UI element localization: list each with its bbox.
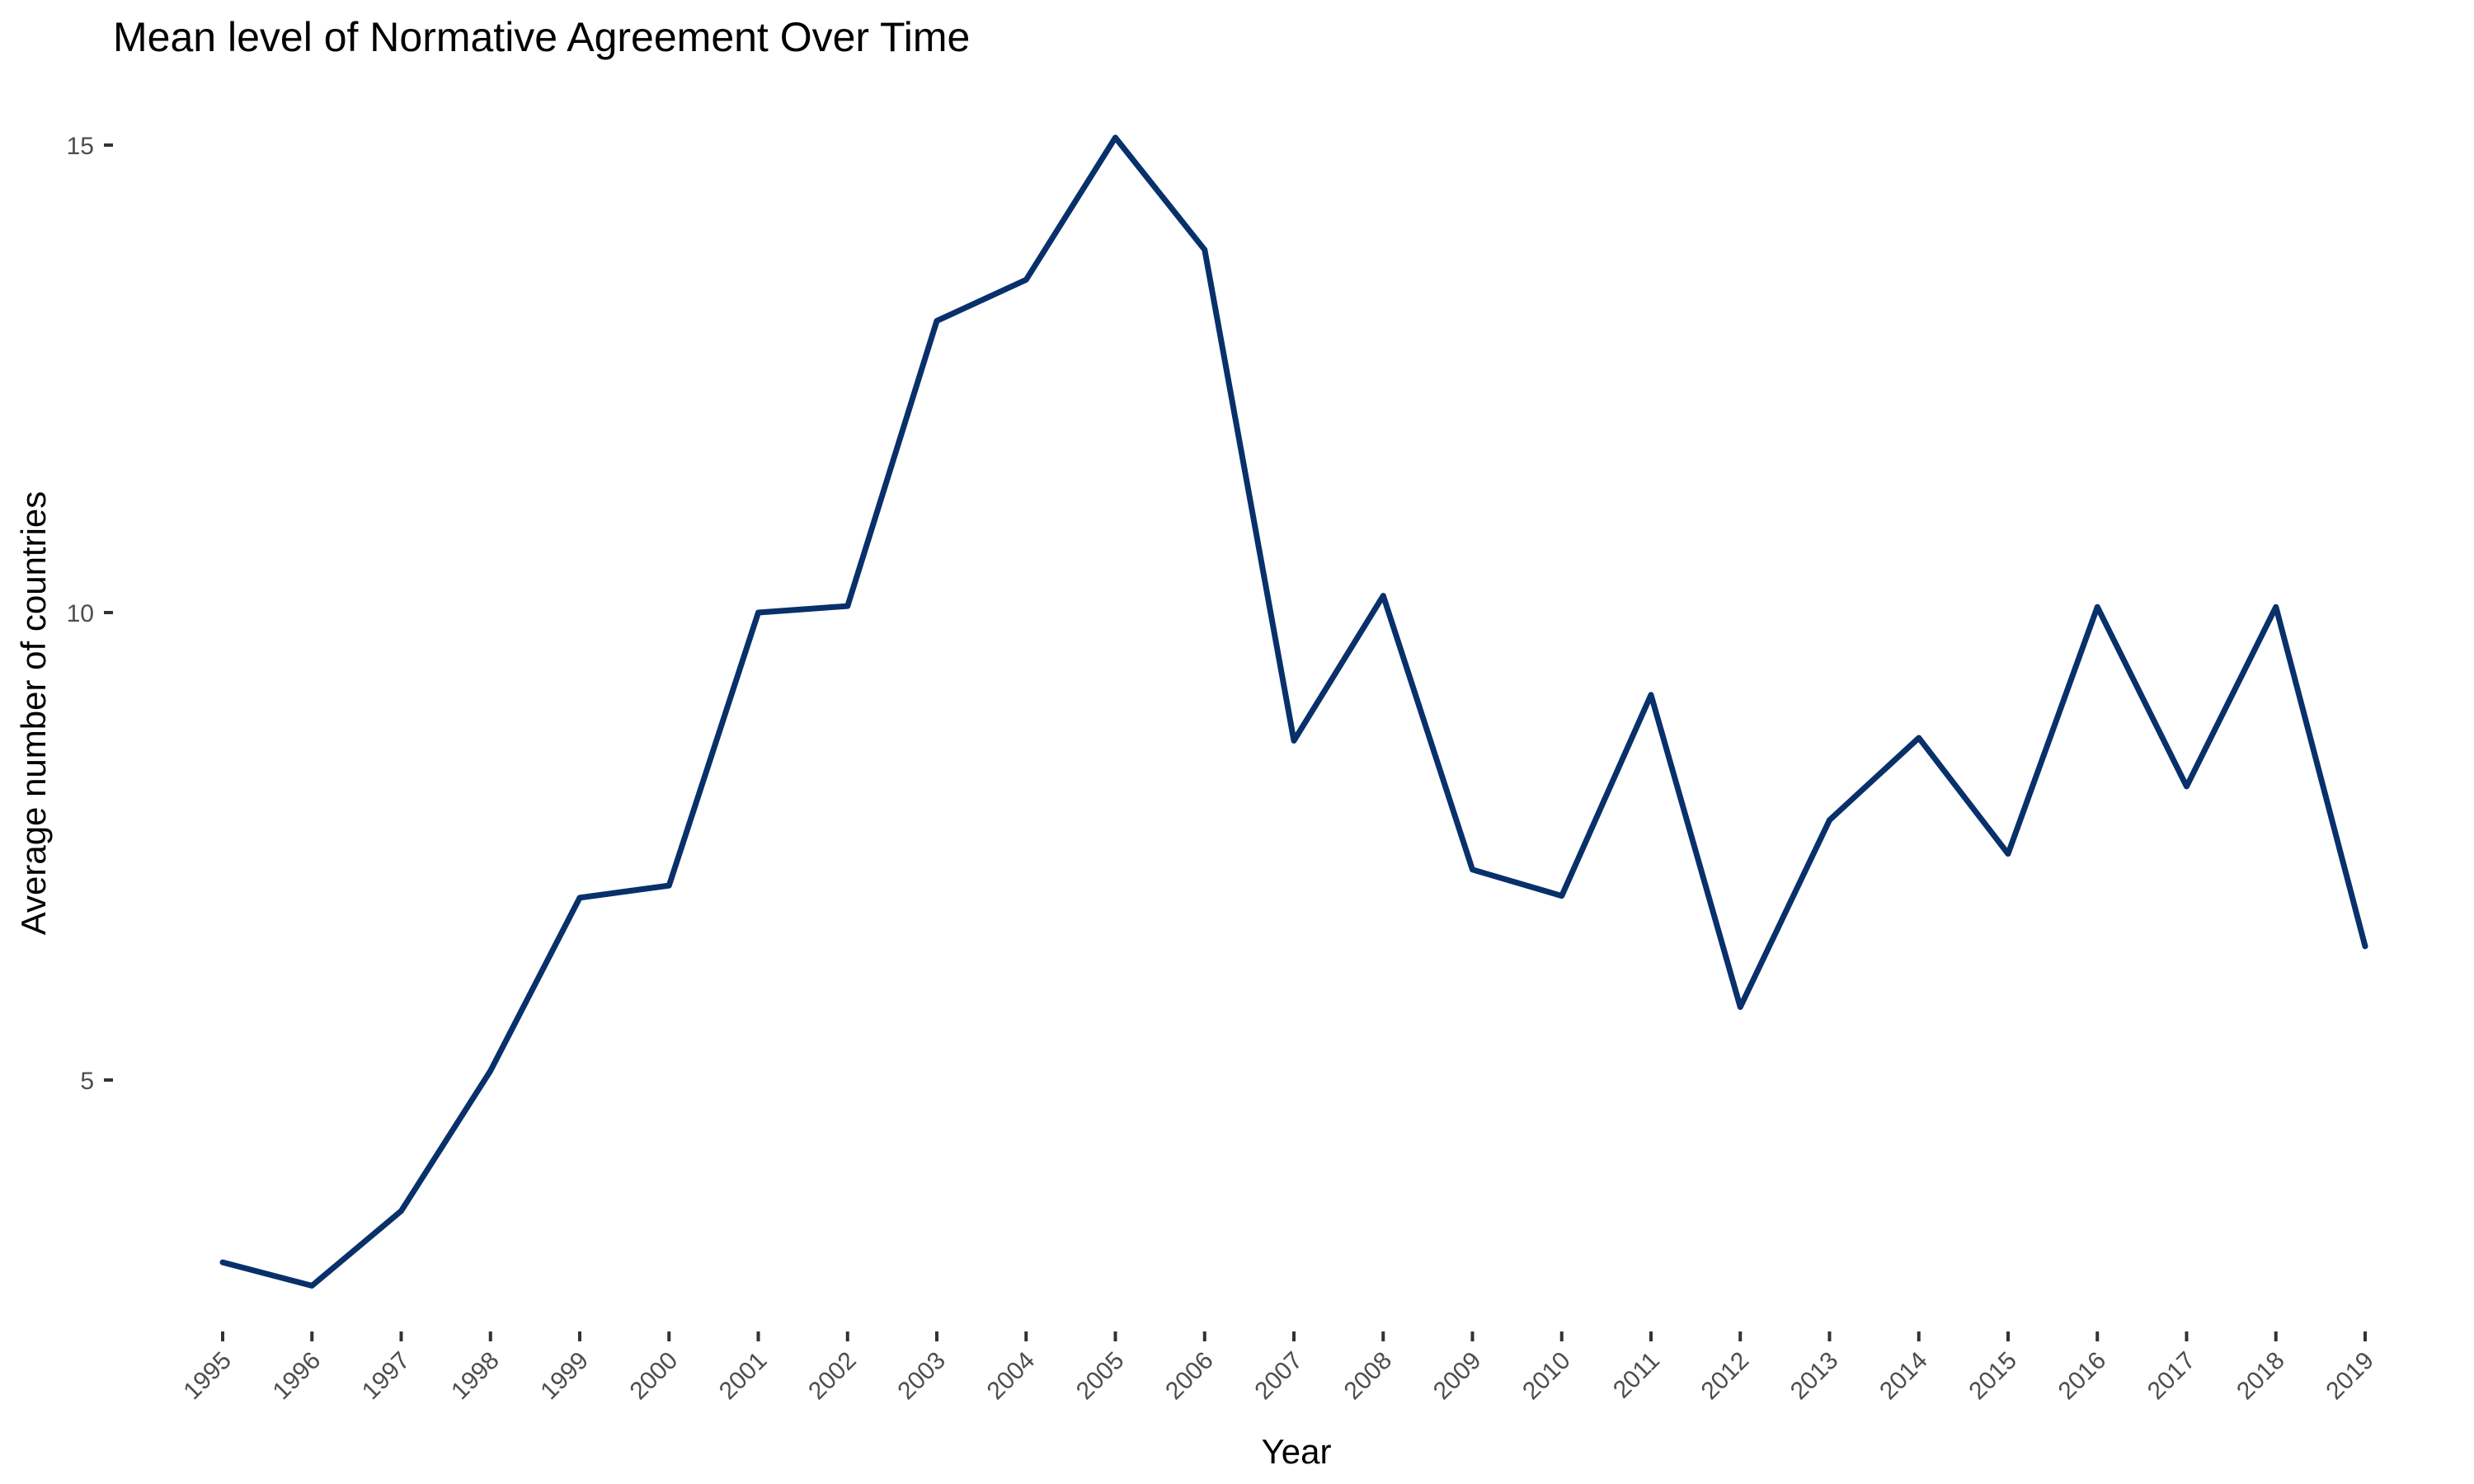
x-tick-label: 2010 bbox=[1517, 1347, 1576, 1406]
x-tick-label: 1996 bbox=[268, 1347, 327, 1406]
x-tick-label: 2006 bbox=[1160, 1347, 1219, 1406]
series-line bbox=[219, 134, 2368, 1289]
y-axis-title: Average number of countries bbox=[14, 491, 53, 936]
x-tick-label: 2014 bbox=[1874, 1347, 1933, 1406]
y-axis: 5 10 15 bbox=[67, 133, 113, 1095]
x-tick-label: 2002 bbox=[803, 1347, 862, 1406]
x-axis: 1995 1996 1997 1998 1999 2000 2001 2002 2003 2004… bbox=[178, 1331, 2379, 1405]
chart-title: Mean level of Normative Agreement Over T… bbox=[113, 14, 970, 60]
x-tick-label: 1997 bbox=[357, 1347, 416, 1406]
x-tick-label: 2019 bbox=[2321, 1347, 2379, 1406]
x-tick-label: 1999 bbox=[535, 1347, 594, 1406]
x-tick-label: 2001 bbox=[714, 1347, 773, 1406]
x-tick-label: 2000 bbox=[625, 1347, 684, 1406]
plot-area bbox=[219, 134, 2368, 1289]
x-tick-label: 1995 bbox=[178, 1347, 237, 1406]
x-tick-label: 2013 bbox=[1785, 1347, 1844, 1406]
x-tick-label: 2016 bbox=[2053, 1347, 2112, 1406]
x-tick-label: 2004 bbox=[982, 1347, 1041, 1406]
x-tick-label: 1998 bbox=[446, 1347, 505, 1406]
x-tick-label: 2003 bbox=[892, 1347, 951, 1406]
x-tick-label: 2008 bbox=[1339, 1347, 1398, 1406]
y-tick-label: 5 bbox=[80, 1068, 94, 1095]
x-tick-label: 2012 bbox=[1696, 1347, 1755, 1406]
x-tick-label: 2018 bbox=[2232, 1347, 2290, 1406]
x-tick-label: 2009 bbox=[1428, 1347, 1487, 1406]
x-tick-label: 2007 bbox=[1249, 1347, 1308, 1406]
y-tick-label: 10 bbox=[67, 600, 94, 627]
x-tick-label: 2005 bbox=[1071, 1347, 1130, 1406]
y-tick-label: 15 bbox=[67, 133, 94, 160]
x-tick-label: 2015 bbox=[1964, 1347, 2022, 1406]
x-axis-title: Year bbox=[1262, 1432, 1332, 1471]
x-tick-label: 2017 bbox=[2142, 1347, 2201, 1406]
x-tick-label: 2011 bbox=[1608, 1347, 1665, 1404]
